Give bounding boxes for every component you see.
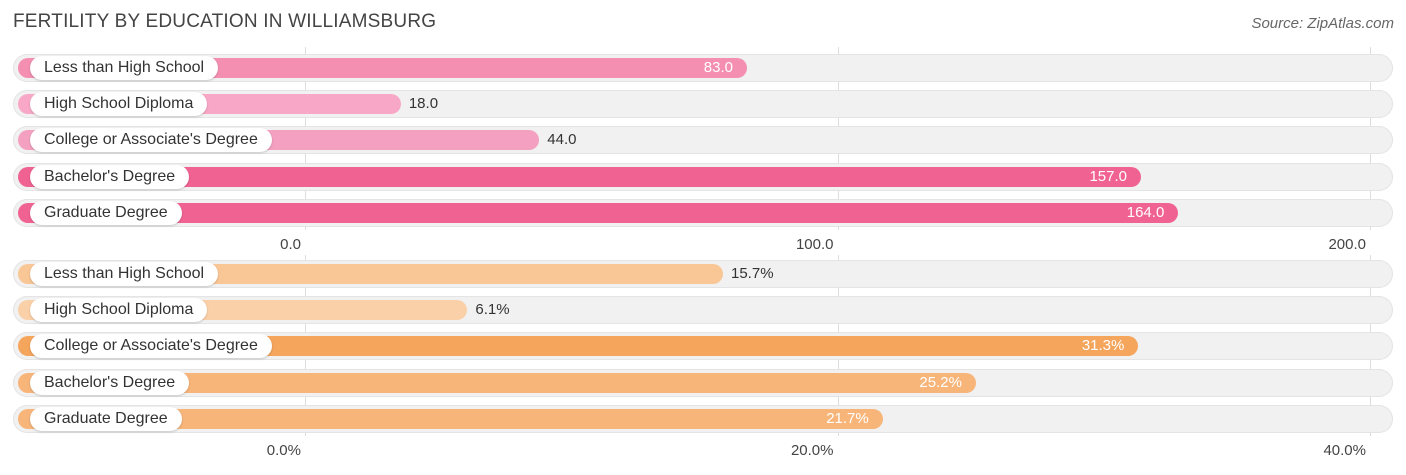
value-label: 164.0 bbox=[1126, 203, 1165, 221]
bar-1-2[interactable] bbox=[18, 336, 1139, 357]
category-label: Bachelor's Degree bbox=[30, 370, 190, 395]
category-label: College or Associate's Degree bbox=[30, 334, 272, 359]
value-label: 83.0 bbox=[703, 59, 733, 76]
bar-1-4[interactable] bbox=[18, 408, 883, 429]
category-label: Bachelor's Degree bbox=[30, 164, 190, 189]
value-label: 25.2% bbox=[919, 373, 962, 391]
category-label: College or Associate's Degree bbox=[30, 128, 272, 153]
x-tick-label: 20.0% bbox=[790, 442, 834, 459]
bar-1-3[interactable] bbox=[18, 372, 976, 393]
value-label: 15.7% bbox=[731, 265, 774, 282]
value-label: 44.0 bbox=[547, 131, 577, 149]
x-tick-label: 200.0 bbox=[1328, 236, 1366, 253]
value-label: 21.7% bbox=[826, 409, 869, 427]
x-tick-label: 0.0 bbox=[280, 236, 301, 253]
bar-0-4[interactable] bbox=[18, 202, 1179, 223]
category-label: Graduate Degree bbox=[30, 200, 182, 225]
value-label: 157.0 bbox=[1089, 167, 1128, 185]
category-label: Less than High School bbox=[30, 56, 219, 80]
bar-0-3[interactable] bbox=[18, 166, 1142, 187]
x-tick-label: 100.0 bbox=[795, 236, 834, 253]
x-tick-label: 0.0% bbox=[266, 442, 301, 459]
source-label: Source: ZipAtlas.com bbox=[1251, 15, 1394, 32]
value-label: 6.1% bbox=[475, 301, 510, 319]
value-label: 18.0 bbox=[408, 95, 439, 113]
category-label: High School Diploma bbox=[30, 92, 208, 117]
value-label: 31.3% bbox=[1081, 337, 1125, 355]
category-label: Graduate Degree bbox=[30, 406, 182, 431]
category-label: Less than High School bbox=[30, 262, 219, 286]
chart-title: FERTILITY BY EDUCATION IN WILLIAMSBURG bbox=[13, 11, 437, 32]
category-label: High School Diploma bbox=[30, 298, 208, 323]
x-tick-label: 40.0% bbox=[1323, 442, 1366, 459]
